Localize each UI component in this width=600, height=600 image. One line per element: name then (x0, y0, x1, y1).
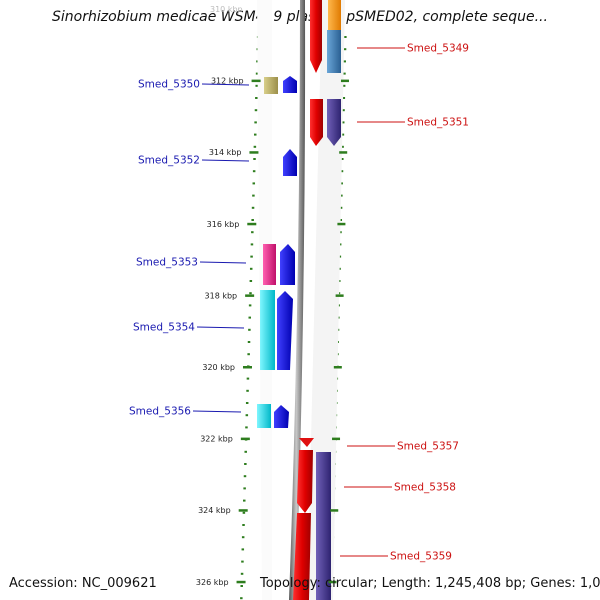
tick-label: 318 kbp (205, 291, 238, 300)
gene-box-smed-5349b (327, 30, 341, 73)
gene-box-smed-5358b (316, 452, 331, 600)
tick-label: 314 kbp (209, 148, 242, 157)
gene-box-smed-5349c (328, 0, 341, 30)
gene-arrow-smed-5354 (277, 291, 293, 370)
tick-mark (339, 151, 348, 154)
tick-label: 320 kbp (202, 363, 235, 372)
gene-arrow-smed-5359 (293, 513, 311, 600)
tick-mark (240, 437, 250, 441)
gene-label: Smed_5349 (407, 43, 469, 55)
gene-arrow-smed-5349 (310, 0, 322, 73)
leader-line (199, 261, 247, 264)
tick-mark (328, 580, 337, 584)
axis-ticks: 310 kbp 312 kbp 314 kbp 316 kbp 318 kbp 320 k… (196, 5, 349, 587)
tick-mark (236, 580, 246, 584)
tick-mark (340, 79, 349, 83)
tick-label-partial: 310 kbp (210, 5, 243, 14)
gene-features (257, 0, 341, 600)
gene-arrow-smed-5351 (310, 99, 323, 146)
gene-label: Smed_5359 (390, 551, 452, 563)
tick-label: 312 kbp (211, 77, 244, 86)
gene-arrow-smed-5357 (299, 438, 314, 447)
gene-label: Smed_5350 (138, 79, 200, 91)
tick-mark (333, 366, 342, 369)
leader-line (201, 159, 250, 162)
gene-arrow-smed-5353 (280, 244, 295, 285)
tick-mark (330, 509, 339, 512)
gene-label: Smed_5352 (138, 155, 200, 167)
leader-line (201, 83, 250, 86)
gene-box-smed-5353 (263, 244, 276, 285)
gene-arrow-smed-5350 (283, 76, 297, 93)
tick-mark (249, 151, 259, 154)
tick-mark (238, 509, 248, 512)
leader-line (196, 326, 245, 329)
tick-label: 326 kbp (196, 578, 229, 587)
gene-label: Smed_5354 (133, 322, 195, 334)
gene-box-smed-5356 (257, 404, 271, 428)
gene-arrow-smed-5352 (283, 149, 297, 176)
gene-box-smed-5350 (264, 77, 278, 94)
label-leader-lines (192, 47, 405, 557)
gene-arrow-smed-5356 (274, 405, 289, 428)
tick-label: 324 kbp (198, 506, 231, 515)
tick-mark (337, 222, 346, 226)
tick-mark (335, 294, 344, 297)
gene-box-smed-5354 (260, 290, 275, 370)
gene-label: Smed_5356 (129, 406, 191, 418)
tick-mark (332, 437, 341, 441)
gene-label: Smed_5358 (394, 482, 456, 494)
gene-label: Smed_5353 (136, 257, 198, 269)
gene-label: Smed_5351 (407, 117, 469, 129)
tick-mark (251, 79, 261, 83)
tick-label: 316 kbp (207, 220, 240, 229)
tick-mark (242, 366, 252, 369)
leader-line (192, 410, 242, 413)
gene-arrow-smed-5358 (297, 450, 313, 513)
topology-summary: Topology: circular; Length: 1,245,408 bp… (260, 576, 600, 591)
sequence-backbone (289, 0, 306, 600)
gene-arrow-smed-5351b (327, 99, 341, 146)
tick-mark (245, 294, 255, 297)
gene-labels: Smed_5349 Smed_5350 Smed_5351 Smed_5352 Smed… (129, 43, 469, 563)
gene-label: Smed_5357 (397, 441, 459, 453)
accession-text: Accession: NC_009621 (9, 576, 157, 591)
tick-mark (247, 222, 257, 226)
tick-label: 322 kbp (200, 435, 233, 444)
